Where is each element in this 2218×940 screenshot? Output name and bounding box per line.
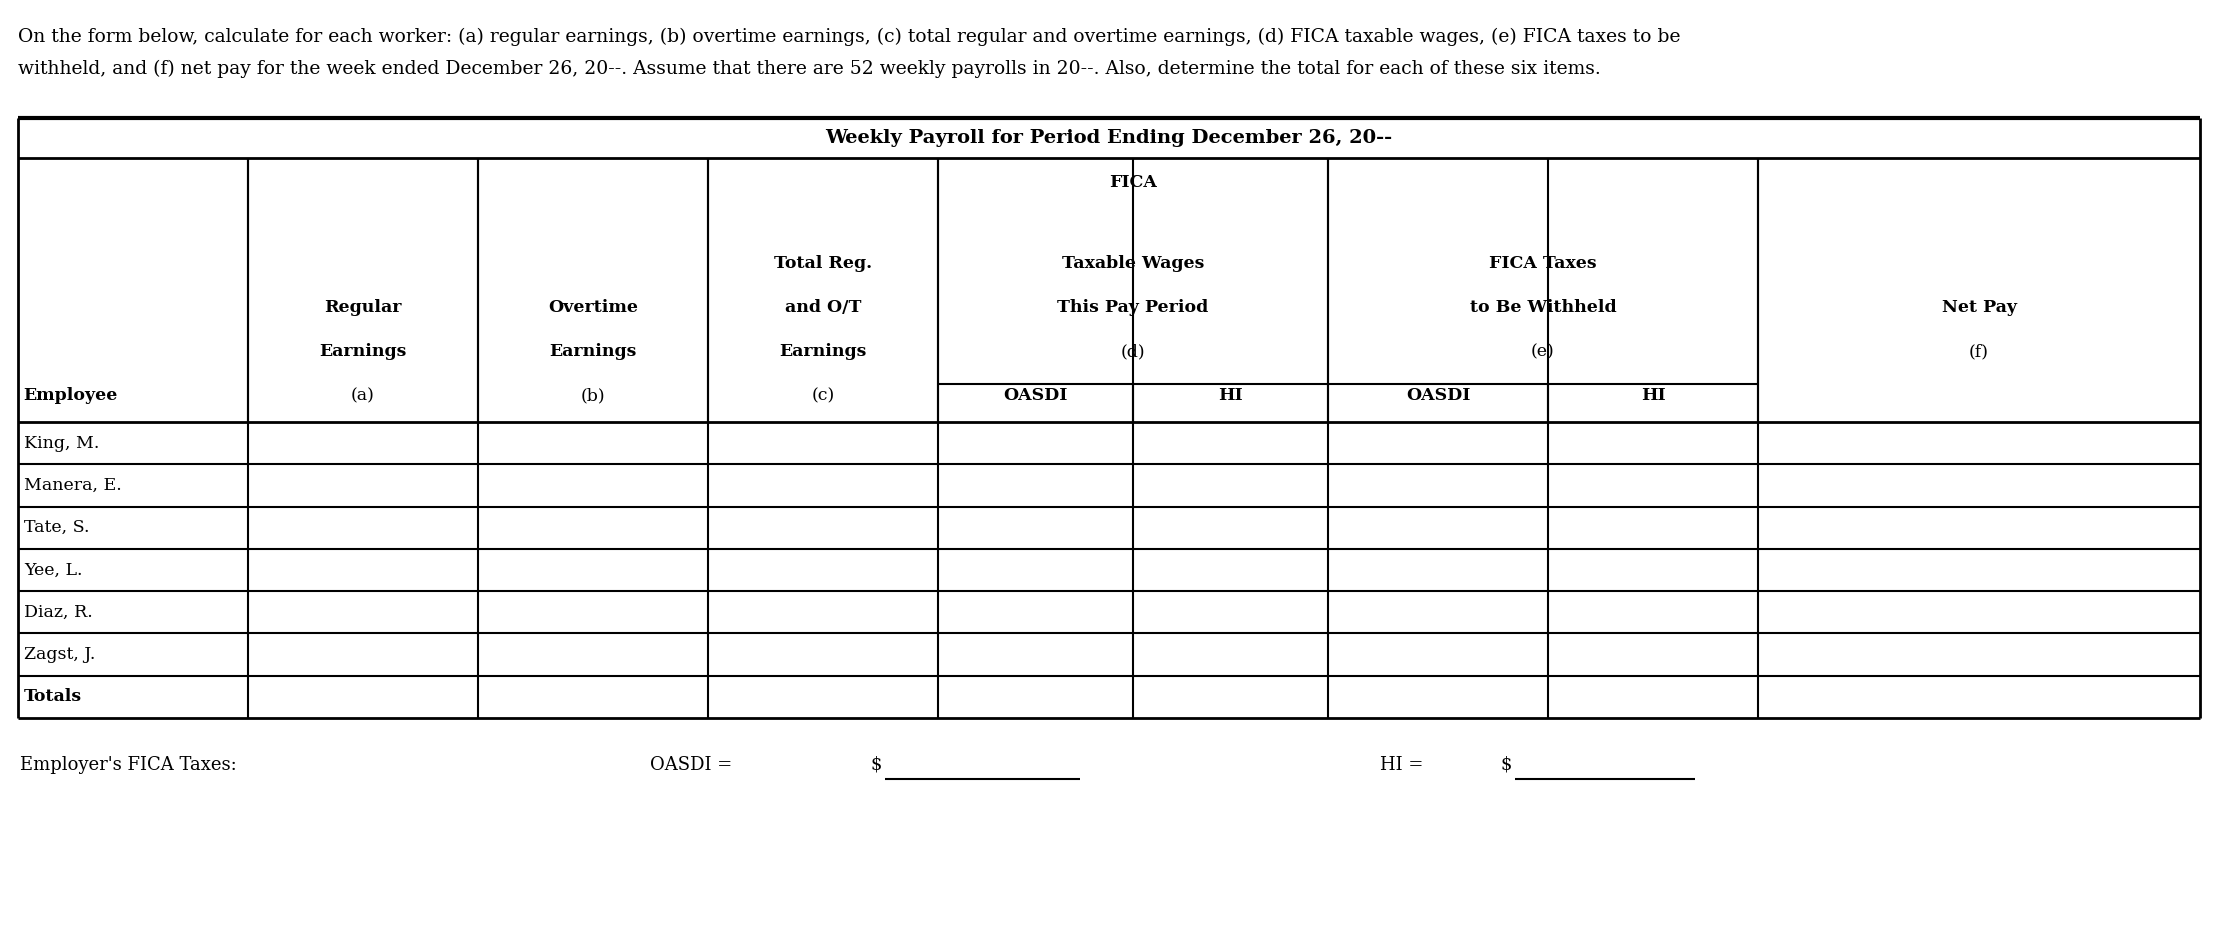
Text: FICA Taxes: FICA Taxes: [1488, 255, 1597, 272]
Text: (a): (a): [350, 387, 375, 404]
Text: Regular: Regular: [324, 299, 401, 316]
Text: King, M.: King, M.: [24, 434, 100, 451]
Text: This Pay Period: This Pay Period: [1058, 299, 1209, 316]
Text: On the form below, calculate for each worker: (a) regular earnings, (b) overtime: On the form below, calculate for each wo…: [18, 28, 1681, 46]
Text: Yee, L.: Yee, L.: [24, 561, 82, 578]
Text: $: $: [1499, 756, 1510, 774]
Text: Totals: Totals: [24, 688, 82, 705]
Text: Taxable Wages: Taxable Wages: [1062, 255, 1204, 272]
Text: Earnings: Earnings: [550, 343, 637, 360]
Text: Weekly Payroll for Period Ending December 26, 20--: Weekly Payroll for Period Ending Decembe…: [825, 129, 1393, 147]
Text: withheld, and (f) net pay for the week ended December 26, 20--. Assume that ther: withheld, and (f) net pay for the week e…: [18, 60, 1601, 78]
Text: Earnings: Earnings: [779, 343, 867, 360]
Text: Zagst, J.: Zagst, J.: [24, 646, 95, 663]
Text: (d): (d): [1120, 343, 1144, 360]
Text: OASDI =: OASDI =: [650, 756, 732, 774]
Text: Net Pay: Net Pay: [1941, 299, 2016, 316]
Text: Employee: Employee: [22, 387, 118, 404]
Text: HI: HI: [1218, 387, 1242, 404]
Text: HI =: HI =: [1380, 756, 1424, 774]
Text: $: $: [869, 756, 881, 774]
Text: Employer's FICA Taxes:: Employer's FICA Taxes:: [20, 756, 237, 774]
Text: (b): (b): [581, 387, 606, 404]
Text: (f): (f): [1970, 343, 1990, 360]
Text: Diaz, R.: Diaz, R.: [24, 603, 93, 620]
Text: Overtime: Overtime: [548, 299, 639, 316]
Text: OASDI: OASDI: [1406, 387, 1471, 404]
Text: Manera, E.: Manera, E.: [24, 477, 122, 494]
Text: Earnings: Earnings: [319, 343, 406, 360]
Text: OASDI: OASDI: [1003, 387, 1067, 404]
Text: (e): (e): [1530, 343, 1555, 360]
Text: FICA: FICA: [1109, 174, 1158, 191]
Text: Total Reg.: Total Reg.: [774, 255, 872, 272]
Text: (c): (c): [812, 387, 834, 404]
Text: to Be Withheld: to Be Withheld: [1471, 299, 1617, 316]
Text: Tate, S.: Tate, S.: [24, 519, 89, 536]
Text: and O/T: and O/T: [785, 299, 861, 316]
Text: HI: HI: [1641, 387, 1666, 404]
